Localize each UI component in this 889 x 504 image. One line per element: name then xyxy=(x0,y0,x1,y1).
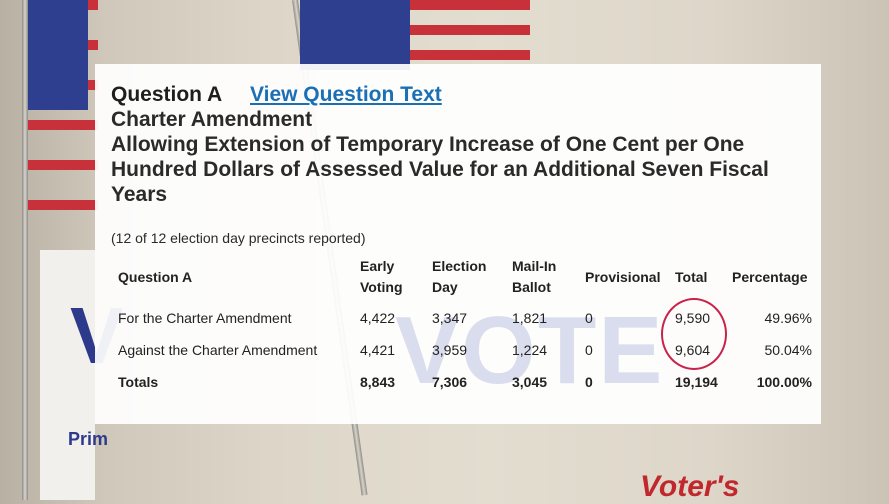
row-election-day: 3,959 xyxy=(432,342,468,358)
results-panel: VOTE Question A View Question Text Chart… xyxy=(95,64,821,424)
header-early-voting: Early Voting xyxy=(360,258,403,295)
totals-row: Totals 8,843 7,306 3,045 0 19,194 100.00… xyxy=(111,366,812,398)
table-header-row: Question A Early Voting Election Day Mail-… xyxy=(111,252,812,302)
totals-early-voting: 8,843 xyxy=(360,374,396,390)
row-provisional: 0 xyxy=(585,310,593,326)
header-mail-in-ballot: Mail-In Ballot xyxy=(512,258,557,295)
row-early-voting: 4,421 xyxy=(360,342,396,358)
totals-total: 19,194 xyxy=(675,374,718,390)
sign-text: Prim xyxy=(68,429,109,449)
header-percentage: Percentage xyxy=(732,268,808,285)
header-election-day: Election Day xyxy=(432,258,487,295)
voters-sign-text: Voter's xyxy=(640,470,740,503)
totals-election-day: 7,306 xyxy=(432,374,468,390)
question-title-line-1: Allowing Extension of Temporary Increase… xyxy=(111,133,745,156)
flag-pole-left xyxy=(22,0,28,500)
row-provisional: 0 xyxy=(585,342,593,358)
header-total: Total xyxy=(675,268,708,285)
view-question-text-link[interactable]: View Question Text xyxy=(250,83,442,106)
precincts-reported: (12 of 12 election day precincts reporte… xyxy=(111,230,366,246)
row-percentage: 49.96% xyxy=(764,310,812,326)
totals-mail-in: 3,045 xyxy=(512,374,548,390)
table-row: Against the Charter Amendment 4,421 3,95… xyxy=(111,334,812,366)
question-title-line-3: Years xyxy=(111,183,168,206)
flag-center xyxy=(300,0,530,70)
row-choice: For the Charter Amendment xyxy=(118,310,292,326)
total-highlight-circle xyxy=(661,298,727,370)
totals-percentage: 100.00% xyxy=(756,374,812,390)
question-title-line-2: Hundred Dollars of Assessed Value for an… xyxy=(111,158,769,181)
header-provisional: Provisional xyxy=(585,268,661,285)
sign-left: V Prim xyxy=(40,250,123,500)
row-election-day: 3,347 xyxy=(432,310,468,326)
vote-watermark: VOTE xyxy=(395,297,665,404)
header-question: Question A xyxy=(118,268,193,285)
row-mail-in: 1,224 xyxy=(512,342,548,358)
question-label: Question A xyxy=(111,83,223,106)
row-early-voting: 4,422 xyxy=(360,310,396,326)
row-percentage: 50.04% xyxy=(764,342,812,358)
question-type: Charter Amendment xyxy=(111,108,313,131)
flag-left xyxy=(28,0,98,210)
row-mail-in: 1,821 xyxy=(512,310,548,326)
row-choice: Against the Charter Amendment xyxy=(118,342,318,358)
totals-label: Totals xyxy=(118,374,159,390)
totals-provisional: 0 xyxy=(585,374,593,390)
